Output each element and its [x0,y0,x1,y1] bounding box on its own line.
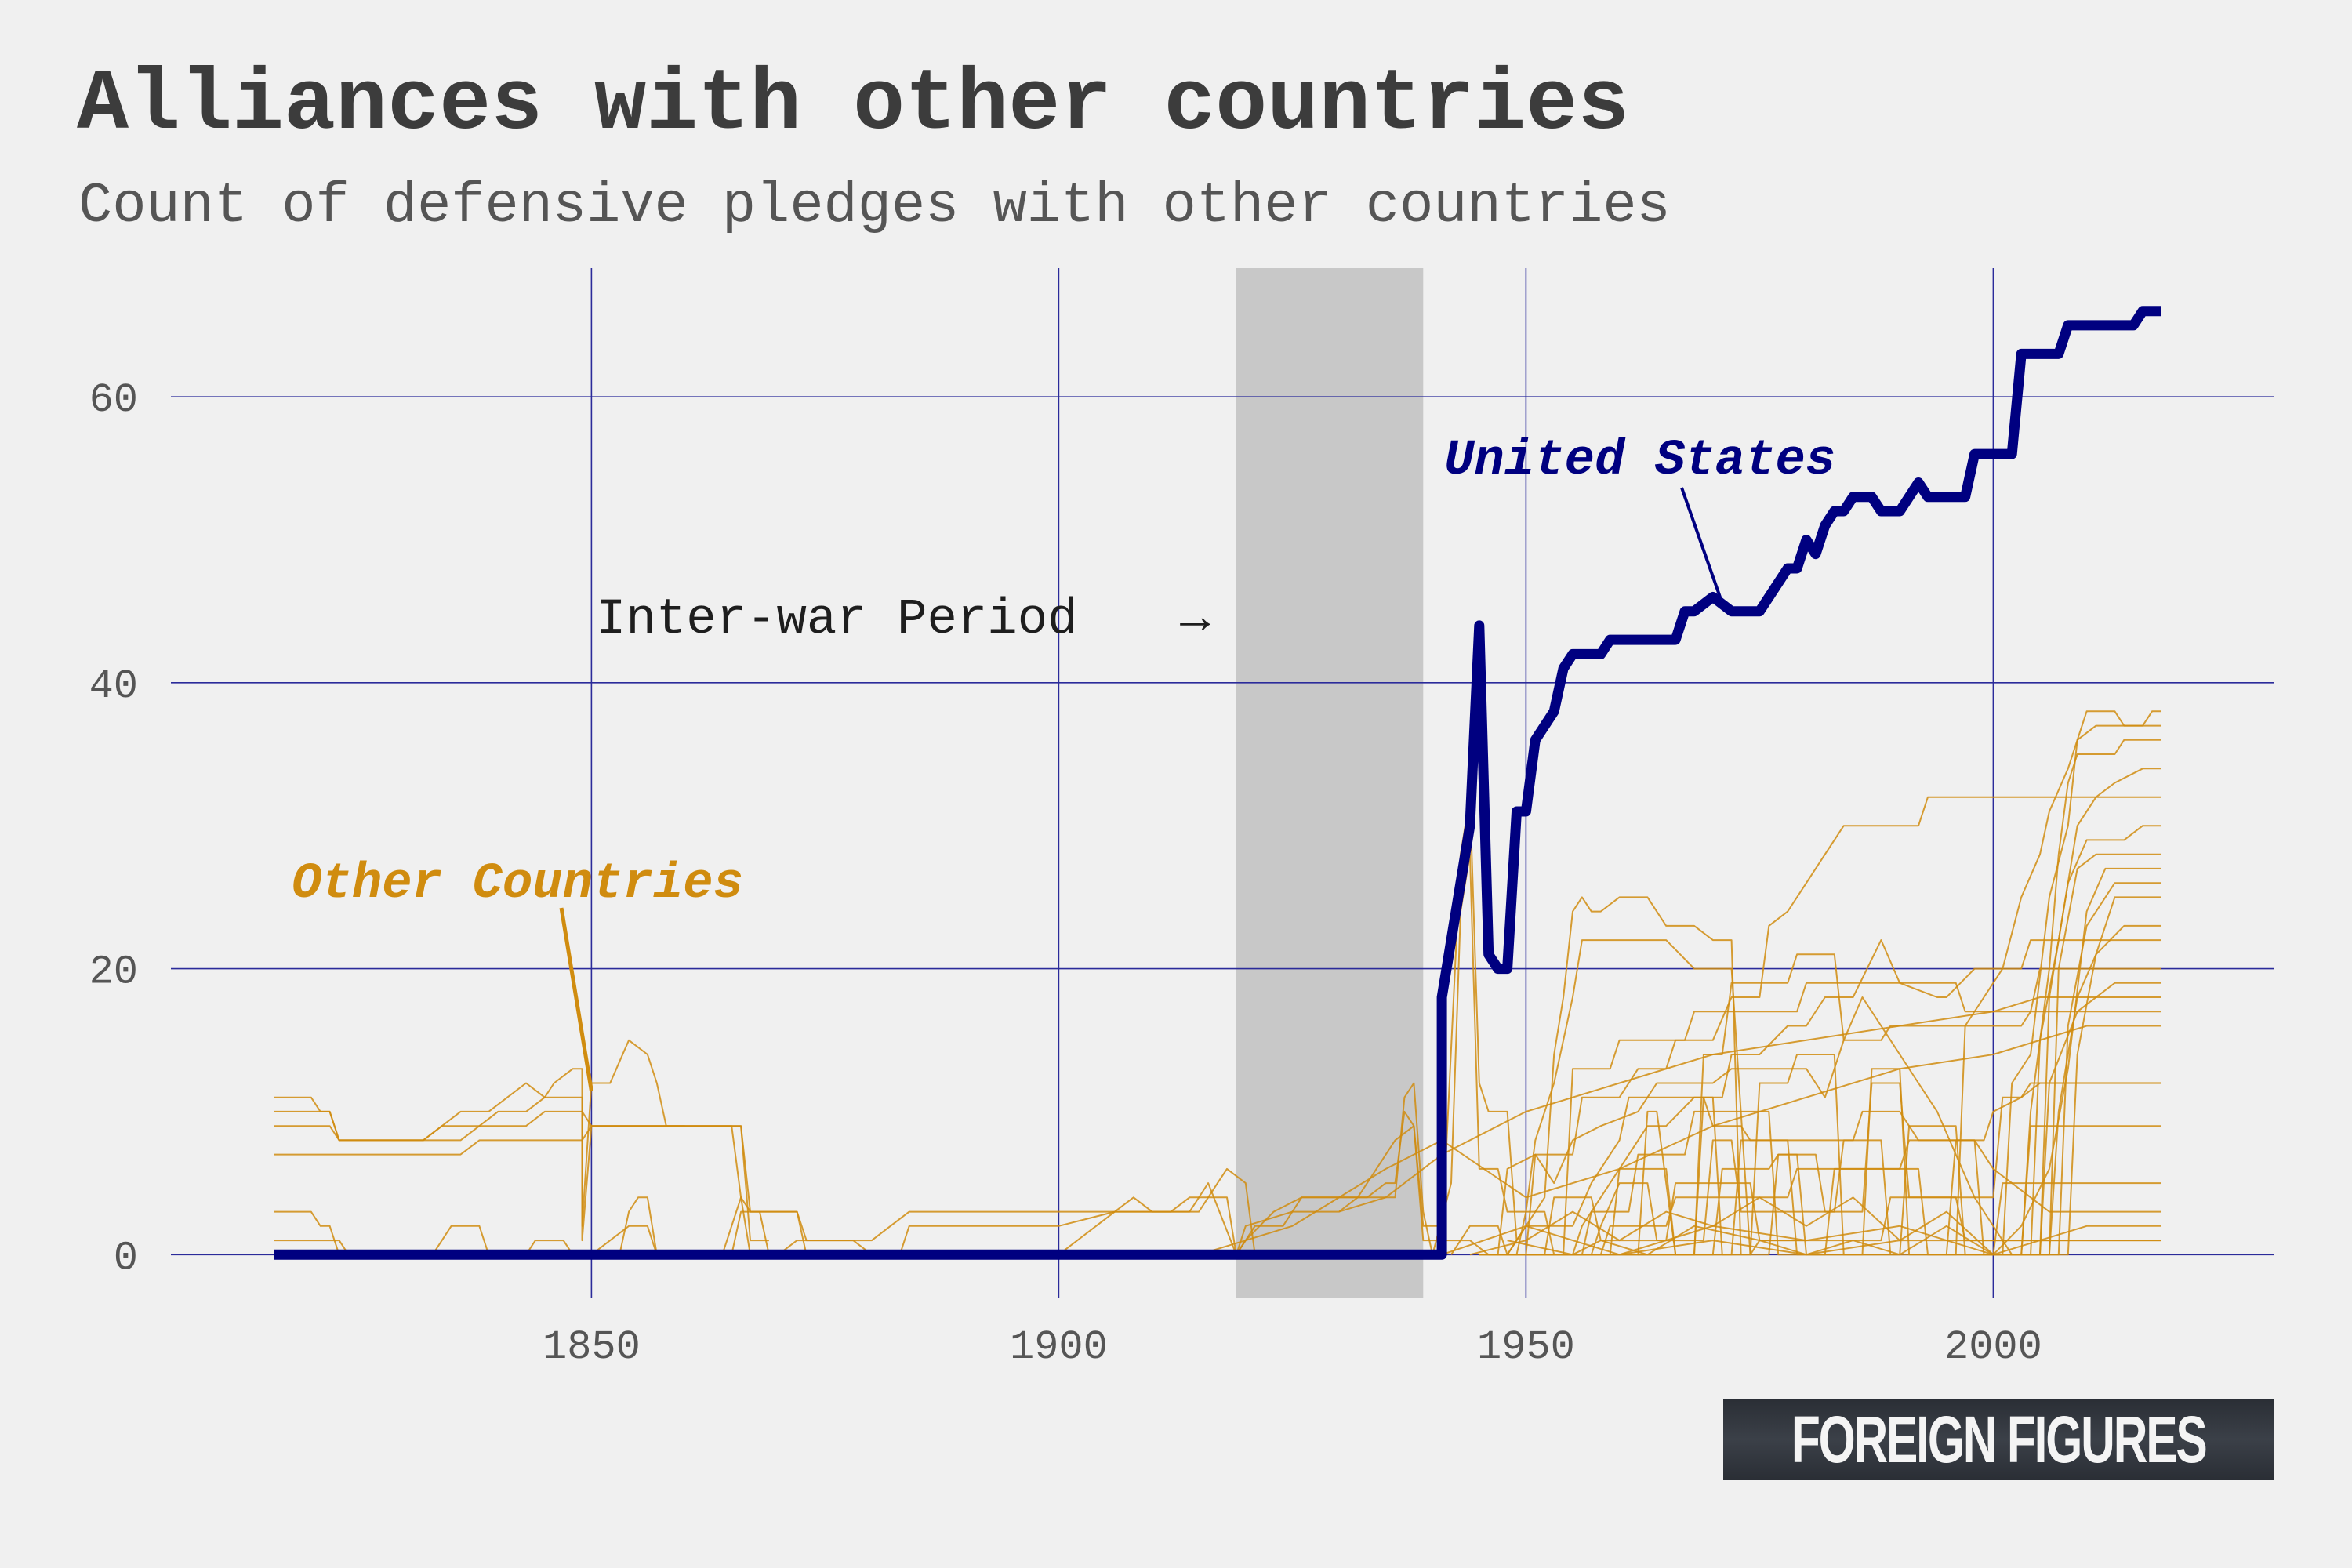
series-line-other-country-3 [274,1110,808,1255]
series-line-other-country-40 [1469,1196,1994,1256]
series-line-other-country-31 [1619,1082,2161,1256]
series-line-other-country-39 [1441,1225,2161,1256]
series-line-other-country-10 [1236,796,1518,1255]
other-countries-label: Other Countries [292,856,743,913]
x-tick-label: 1950 [1477,1324,1575,1370]
logo-text: FOREIGN FIGURES [1791,1402,2208,1476]
series-line-other-country-30 [1450,1096,2161,1256]
series-line-other-country-12 [1479,896,1742,1256]
series-line-other-country-28 [1479,996,2013,1256]
x-tick-label: 1850 [543,1324,641,1370]
series-line-other-country-14 [1488,796,2161,1256]
y-tick-label: 40 [89,663,138,710]
series-line-other-country-5 [274,1210,770,1256]
y-tick-label: 60 [89,377,138,423]
series-line-other-country-32 [1638,953,2161,1256]
series-line-other-country-35 [1526,1082,2161,1256]
x-tick-label: 1900 [1010,1324,1108,1370]
other-countries-leader-line [559,907,593,1091]
series-line-other-country-25 [1507,1182,2161,1256]
series-line-other-country-33 [1338,996,2161,1213]
united-states-leader-line [1680,487,1724,604]
interwar-period-band [1236,268,1424,1298]
series-line-other-country-15 [1526,724,2161,1256]
series-line-other-country-2 [274,1096,769,1242]
interwar-arrow-icon: → [1180,592,1210,648]
y-tick-label: 0 [114,1235,138,1281]
series-line-other-country-4 [274,1125,751,1255]
chart-title: Alliances with other countries [77,56,1630,154]
united-states-label: United States [1444,433,1835,489]
series-line-other-country-9 [274,1082,1434,1256]
series-line-other-country-11 [1432,853,1806,1256]
series-line-other-country-26 [1488,967,2161,1256]
chart-subtitle: Count of defensive pledges with other co… [78,174,1671,238]
x-tick-label: 2000 [1944,1324,2042,1370]
foreign-figures-logo: FOREIGN FIGURES [1723,1399,2274,1480]
series-line-other-country-7 [274,1167,1256,1256]
y-tick-label: 20 [89,949,138,996]
series-line-other-country-27 [1526,1110,2161,1256]
series-line-other-country-16 [1946,710,2161,1256]
series-line-other-country-34 [1198,1025,2161,1256]
series-line-other-country-37 [1573,896,2161,1256]
interwar-period-label: Inter-war Period [596,592,1078,648]
series-line-other-country-13 [1526,939,2161,1256]
series-line-other-country-29 [1479,1139,1892,1256]
series-line-united-states [274,306,2161,1260]
